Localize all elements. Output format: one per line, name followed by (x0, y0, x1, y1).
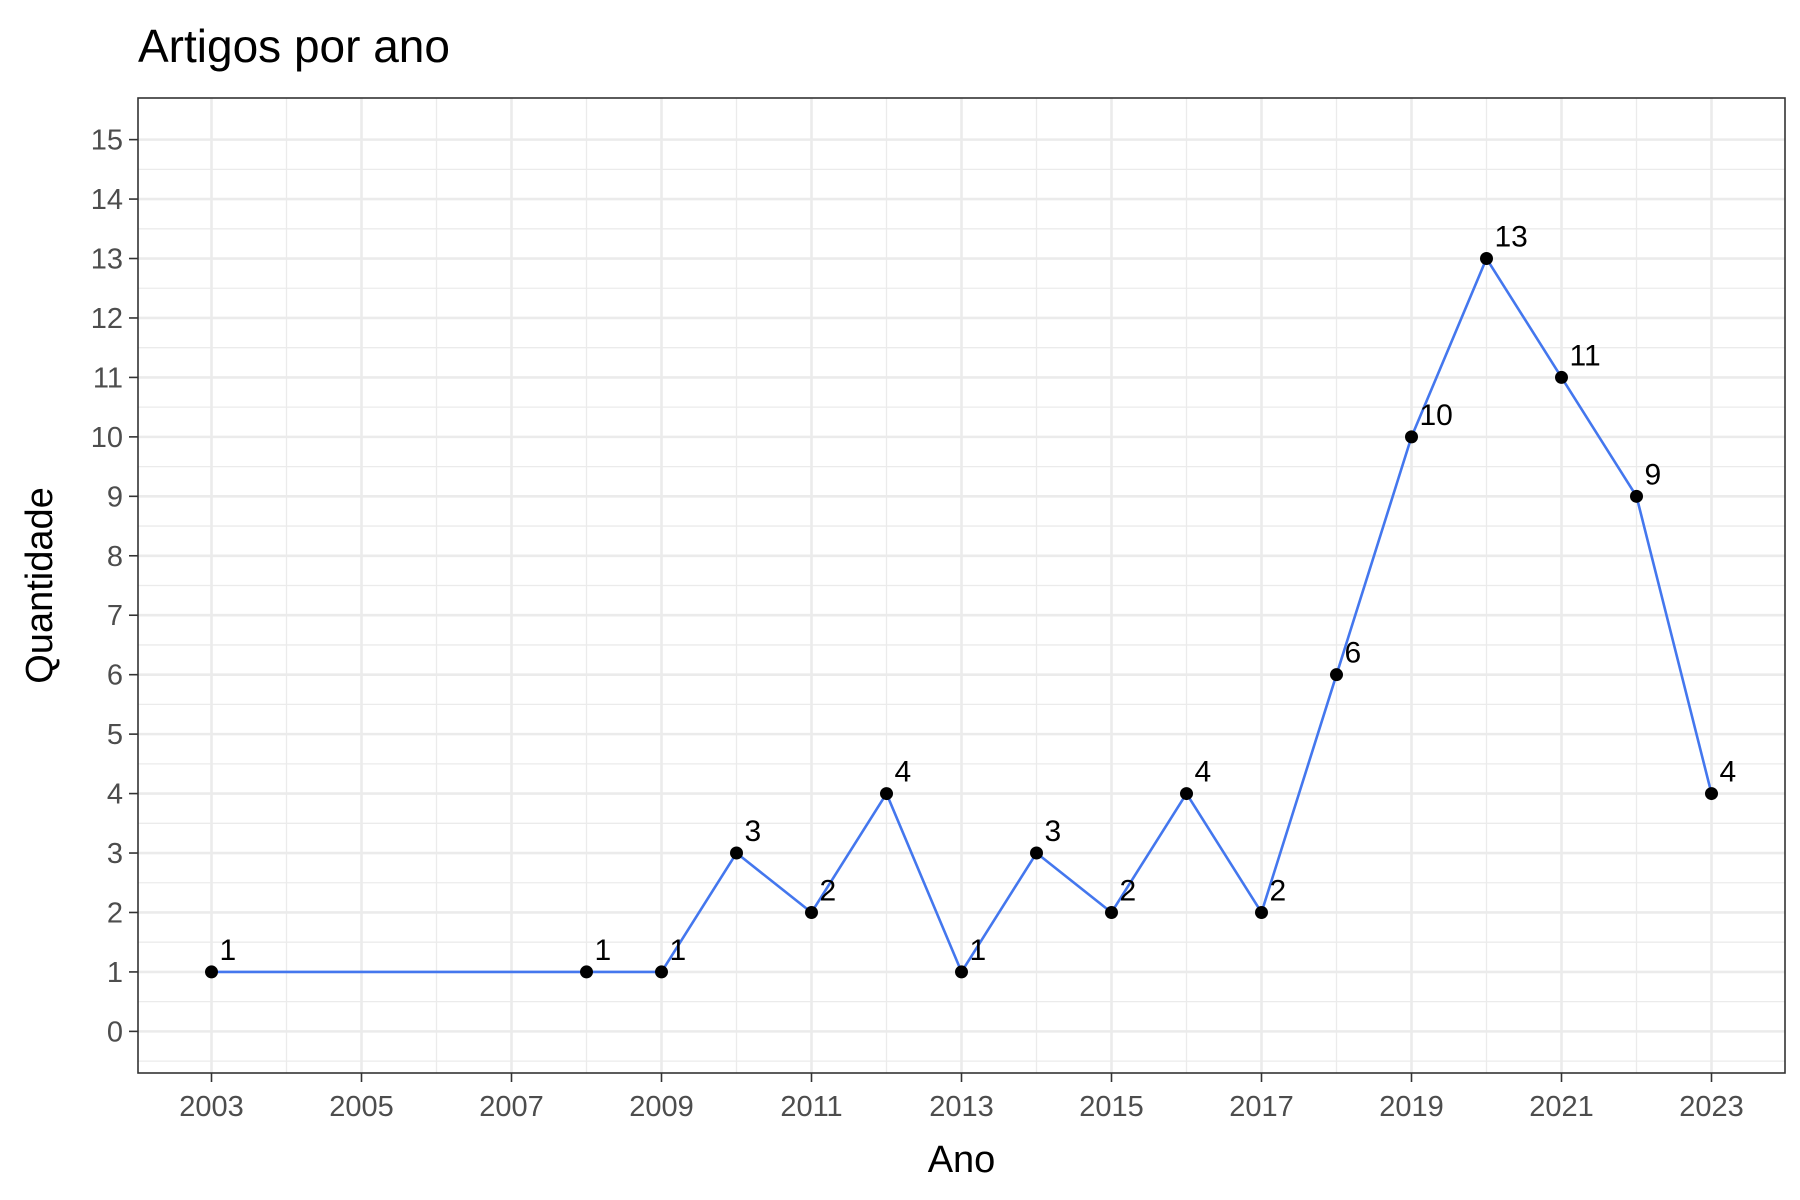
data-label: 4 (1720, 756, 1737, 789)
y-tick-label: 13 (91, 244, 123, 276)
x-tick-label: 2011 (780, 1091, 842, 1123)
y-tick-label: 2 (107, 897, 123, 929)
data-label: 2 (1120, 874, 1137, 907)
data-label: 1 (220, 934, 237, 967)
y-tick-label: 14 (91, 184, 123, 216)
y-tick-label: 4 (107, 779, 123, 811)
x-tick-label: 2023 (1679, 1091, 1744, 1123)
data-point (1180, 787, 1193, 801)
data-label: 1 (595, 934, 612, 967)
y-tick-label: 10 (91, 422, 123, 454)
y-tick-label: 9 (107, 481, 123, 513)
data-point (880, 787, 893, 801)
x-axis: 2003 2005 2007 2009 2011 2013 2015 2017 2019 2021… (179, 1073, 1744, 1123)
data-point (805, 905, 818, 919)
x-tick-label: 2003 (179, 1091, 244, 1123)
x-tick-label: 2009 (629, 1091, 694, 1123)
data-label: 3 (745, 815, 762, 848)
data-label: 1 (970, 934, 987, 967)
y-tick-label: 8 (107, 541, 123, 573)
y-tick-label: 12 (91, 303, 123, 335)
y-tick-label: 5 (107, 719, 123, 751)
y-tick-label: 1 (107, 957, 123, 989)
x-tick-label: 2007 (479, 1091, 544, 1123)
x-tick-label: 2019 (1379, 1091, 1444, 1123)
data-point (1255, 905, 1268, 919)
data-label: 9 (1645, 458, 1662, 491)
x-tick-label: 2017 (1229, 1091, 1294, 1123)
data-label: 4 (895, 756, 912, 789)
y-axis-title: Quantidade (19, 487, 61, 684)
data-point (580, 965, 593, 979)
x-tick-label: 2021 (1529, 1091, 1594, 1123)
data-label: 2 (1270, 874, 1287, 907)
x-axis-title: Ano (928, 1139, 996, 1181)
data-label: 4 (1195, 756, 1212, 789)
x-tick-label: 2015 (1079, 1091, 1144, 1123)
data-points (205, 252, 1718, 979)
data-point (205, 965, 218, 979)
x-tick-label: 2005 (329, 1091, 394, 1123)
y-tick-label: 11 (93, 362, 123, 394)
data-point (1030, 846, 1043, 860)
data-label: 6 (1345, 637, 1362, 670)
y-tick-label: 0 (107, 1016, 123, 1048)
data-label: 2 (820, 874, 837, 907)
data-point (1405, 430, 1418, 444)
data-label: 13 (1495, 221, 1528, 254)
data-label: 1 (670, 934, 687, 967)
data-label: 11 (1570, 339, 1601, 372)
y-tick-label: 15 (91, 125, 123, 157)
data-point (1555, 370, 1568, 384)
data-point (1705, 787, 1718, 801)
y-tick-label: 3 (107, 838, 123, 870)
y-tick-label: 7 (107, 600, 123, 632)
data-point (1105, 905, 1118, 919)
data-label: 10 (1420, 399, 1453, 432)
chart-title: Artigos por ano (138, 20, 450, 72)
data-point (1480, 252, 1493, 266)
y-tick-label: 6 (107, 660, 123, 692)
x-tick-label: 2013 (929, 1091, 994, 1123)
data-point (1630, 489, 1643, 503)
data-point (955, 965, 968, 979)
data-point (1330, 668, 1343, 682)
data-point (655, 965, 668, 979)
data-point (730, 846, 743, 860)
data-label: 3 (1045, 815, 1062, 848)
